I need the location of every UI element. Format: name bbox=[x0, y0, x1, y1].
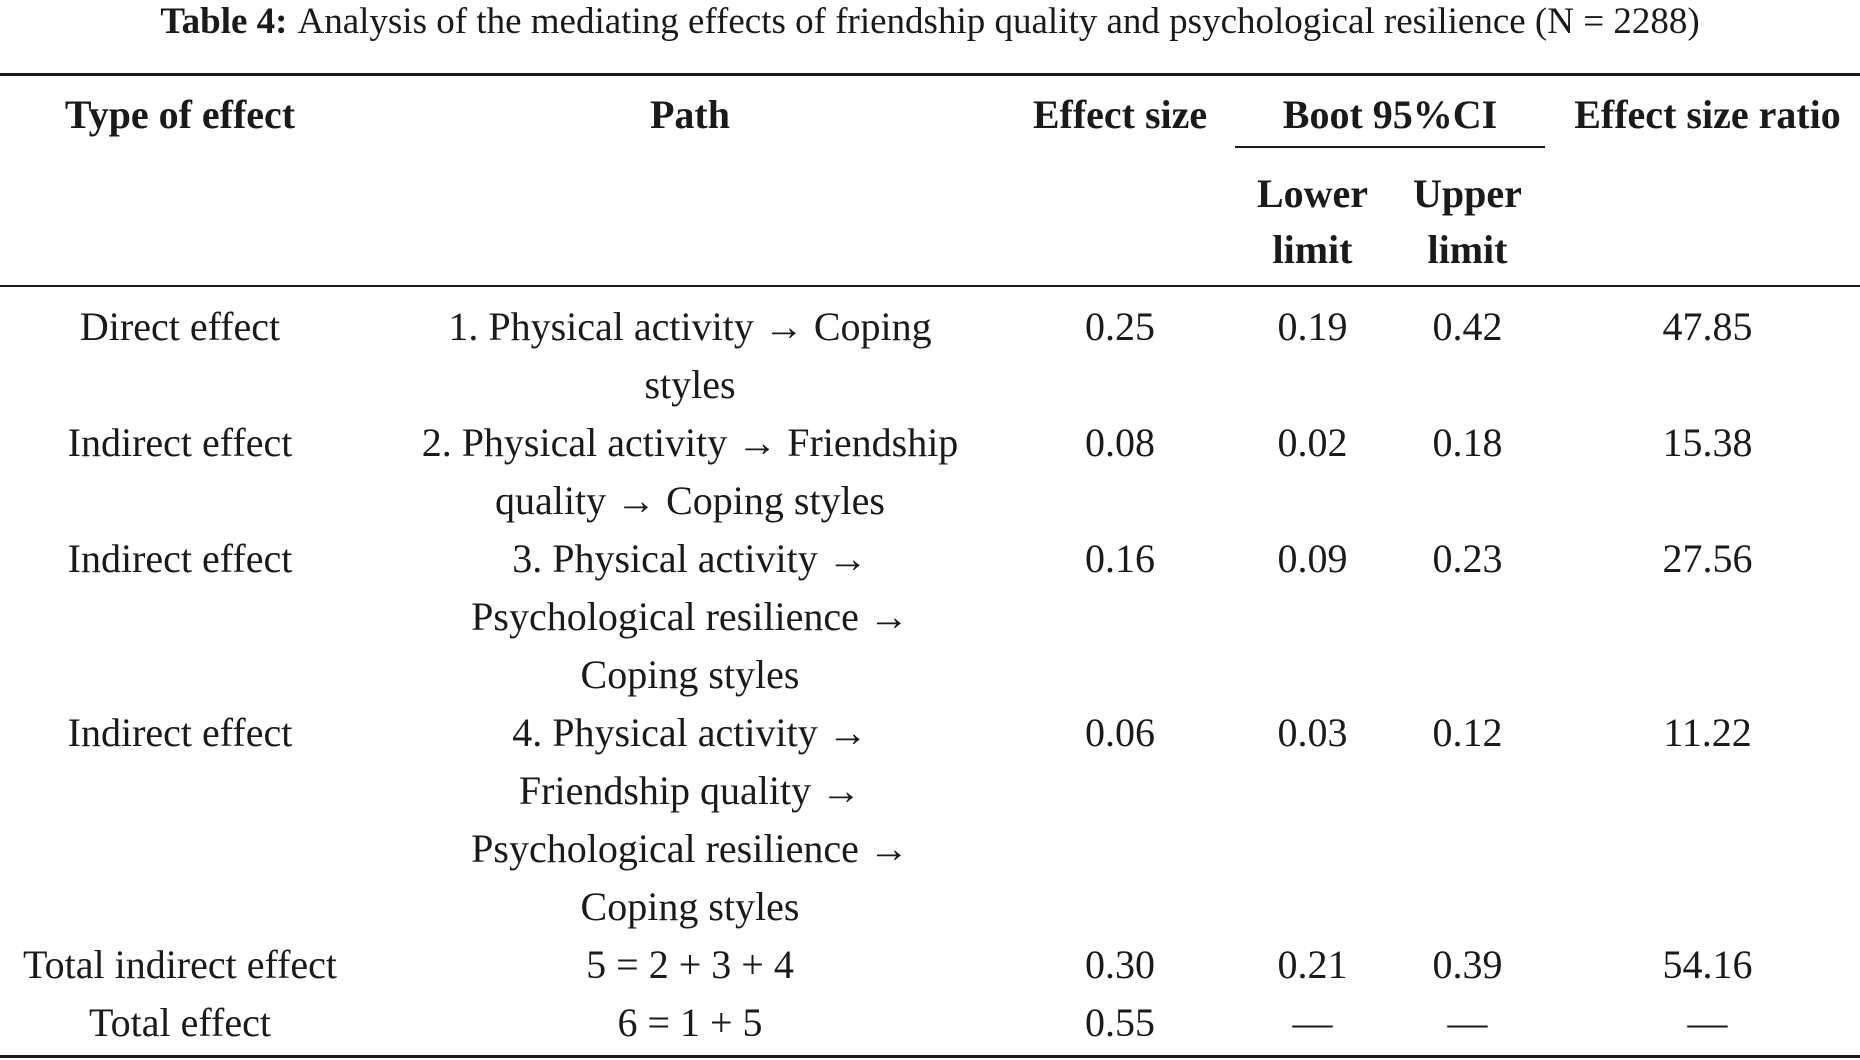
row-path: 6 = 1 + 5 bbox=[370, 994, 1010, 1052]
row-effect-size: 0.25 bbox=[1085, 304, 1155, 349]
header-lower-line2: limit bbox=[1272, 227, 1353, 272]
header-lower-line1: Lower bbox=[1256, 171, 1369, 216]
table-top-rule bbox=[0, 73, 1860, 76]
row-effect-size-ratio: 47.85 bbox=[1662, 304, 1753, 349]
row-type-of-effect: Indirect effect bbox=[67, 420, 293, 465]
row-effect-size-ratio: 27.56 bbox=[1662, 536, 1753, 581]
header-effect-size-ratio: Effect size ratio bbox=[1574, 92, 1841, 137]
row-lower-limit: 0.09 bbox=[1277, 536, 1348, 581]
row-path-line: Psychological resilience → bbox=[471, 594, 909, 639]
row-path-line: Friendship quality → bbox=[518, 768, 862, 813]
row-upper-limit: 0.23 bbox=[1432, 536, 1503, 581]
table-bottom-rule bbox=[0, 1055, 1860, 1058]
header-bottom-rule bbox=[0, 285, 1860, 287]
row-path-line: Coping styles bbox=[580, 652, 800, 697]
row-effect-size-ratio: 11.22 bbox=[1663, 710, 1752, 755]
header-upper-limit: Upper limit bbox=[1390, 166, 1545, 278]
row-path-line: styles bbox=[644, 362, 736, 407]
row-path-line: Psychological resilience → bbox=[471, 826, 909, 871]
row-upper-limit: 0.42 bbox=[1432, 304, 1503, 349]
row-path: 1. Physical activity → Coping styles bbox=[370, 298, 1010, 414]
row-upper-limit: 0.12 bbox=[1432, 710, 1503, 755]
row-path-line: quality → Coping styles bbox=[495, 478, 885, 523]
table-caption-label: Table 4: bbox=[160, 1, 288, 42]
row-path-line: Coping styles bbox=[580, 884, 800, 929]
row-upper-limit: 0.18 bbox=[1432, 420, 1503, 465]
row-path-line: 3. Physical activity → bbox=[512, 536, 868, 581]
row-type-of-effect: Direct effect bbox=[79, 304, 281, 349]
boot-ci-rule bbox=[1235, 146, 1545, 148]
row-lower-limit: 0.21 bbox=[1277, 942, 1348, 987]
row-path: 3. Physical activity → Psychological resi… bbox=[370, 530, 1010, 704]
row-upper-limit: — bbox=[1447, 1000, 1488, 1045]
row-path-line: 2. Physical activity → Friendship bbox=[421, 420, 959, 465]
header-path: Path bbox=[650, 92, 730, 137]
row-effect-size-ratio: — bbox=[1687, 1000, 1728, 1045]
row-upper-limit: 0.39 bbox=[1432, 942, 1503, 987]
row-effect-size: 0.06 bbox=[1085, 710, 1155, 755]
header-upper-line1: Upper bbox=[1413, 171, 1522, 216]
row-type-of-effect: Indirect effect bbox=[67, 536, 293, 581]
header-boot-ci: Boot 95%CI bbox=[1282, 92, 1498, 137]
row-type-of-effect: Total effect bbox=[89, 1000, 271, 1045]
row-lower-limit: — bbox=[1292, 1000, 1333, 1045]
row-type-of-effect: Total indirect effect bbox=[22, 942, 338, 987]
row-path-line: 4. Physical activity → bbox=[512, 710, 868, 755]
row-lower-limit: 0.03 bbox=[1277, 710, 1348, 755]
row-path-line: 6 = 1 + 5 bbox=[617, 1000, 763, 1045]
header-type-of-effect: Type of effect bbox=[64, 92, 296, 137]
row-effect-size: 0.30 bbox=[1085, 942, 1155, 987]
row-path: 2. Physical activity → Friendship quality… bbox=[370, 414, 1010, 530]
row-lower-limit: 0.19 bbox=[1277, 304, 1348, 349]
row-effect-size-ratio: 15.38 bbox=[1662, 420, 1753, 465]
header-lower-limit: Lower limit bbox=[1235, 166, 1390, 278]
table-caption: Table 4: Analysis of the mediating effect… bbox=[0, 0, 1860, 44]
row-lower-limit: 0.02 bbox=[1277, 420, 1348, 465]
row-path-line: 5 = 2 + 3 + 4 bbox=[586, 942, 794, 987]
row-type-of-effect: Indirect effect bbox=[67, 710, 293, 755]
row-path-line: 1. Physical activity → Coping bbox=[448, 304, 932, 349]
row-effect-size: 0.55 bbox=[1085, 1000, 1155, 1045]
row-path: 5 = 2 + 3 + 4 bbox=[370, 936, 1010, 994]
table-caption-text: Analysis of the mediating effects of fri… bbox=[297, 1, 1700, 42]
row-effect-size-ratio: 54.16 bbox=[1662, 942, 1753, 987]
row-path: 4. Physical activity → Friendship quality… bbox=[370, 704, 1010, 936]
header-effect-size: Effect size bbox=[1032, 92, 1208, 137]
row-effect-size: 0.16 bbox=[1085, 536, 1155, 581]
header-upper-line2: limit bbox=[1427, 227, 1508, 272]
row-effect-size: 0.08 bbox=[1085, 420, 1155, 465]
